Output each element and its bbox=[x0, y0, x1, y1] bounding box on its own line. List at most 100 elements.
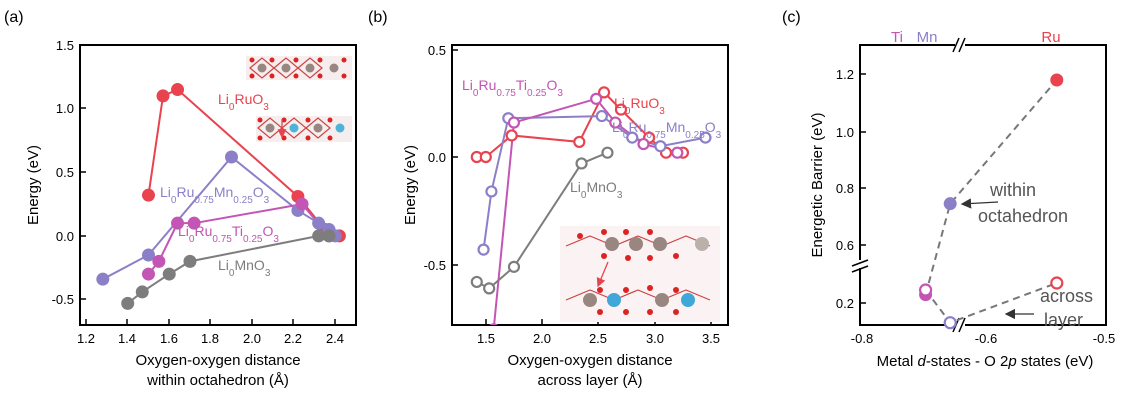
data-point-Li0RuO3 bbox=[597, 86, 611, 99]
annotation-octahedron: octahedron bbox=[978, 206, 1068, 226]
y-tick-label: 1.0 bbox=[836, 125, 854, 140]
panel-letter-c: (c) bbox=[782, 9, 801, 26]
y-tick-label: 0.5 bbox=[428, 43, 446, 58]
annotation-across: across bbox=[1040, 286, 1093, 306]
plot-frame-b bbox=[451, 44, 729, 326]
x-tick-label: 1.4 bbox=[118, 331, 136, 346]
data-point-Li0Ru0.75Mn0.25O3 bbox=[699, 131, 712, 144]
data-point-Li0Ru0.75Ti0.25O3 bbox=[152, 254, 166, 268]
data-point-Li0Ru0.75Ti0.25O3 bbox=[590, 92, 603, 105]
data-point-Li0Ru0.75Mn0.25O3 bbox=[595, 109, 608, 123]
plot-frame-a bbox=[79, 44, 357, 326]
x-tick-label: -0.5 bbox=[1093, 331, 1115, 346]
data-point-Li0MnO3 bbox=[470, 275, 483, 289]
x-axis-label-c: Metal d-states - O 2p states (eV) bbox=[877, 353, 1094, 370]
y-tick-label: 0.8 bbox=[836, 181, 854, 196]
y-tick-label: 0.5 bbox=[56, 165, 74, 180]
y-axis-label-a: Energy (eV) bbox=[25, 145, 42, 225]
y-axis-label-b: Energy (eV) bbox=[402, 145, 419, 225]
data-point-Li0Ru0.75Mn0.25O3 bbox=[141, 248, 155, 262]
data-point-Li0Ru0.75Ti0.25O3 bbox=[489, 323, 498, 325]
data-point-Li0MnO3 bbox=[312, 229, 326, 243]
y-tick-label: 0.2 bbox=[836, 296, 854, 311]
y-axis-label-c: Energetic Barrier (eV) bbox=[809, 112, 826, 257]
x-tick-label: -0.8 bbox=[851, 331, 873, 346]
x-tick-label: 3.5 bbox=[702, 331, 720, 346]
data-point-Li0Ru0.75Mn0.25O3 bbox=[312, 216, 326, 230]
data-point-Li0Ru0.75Ti0.25O3 bbox=[171, 216, 185, 230]
data-point-Li0Ru0.75Mn0.25O3 bbox=[96, 272, 110, 286]
data-point-Li0Ru0.75Mn0.25O3 bbox=[654, 140, 667, 153]
data-point-Li0MnO3 bbox=[121, 296, 135, 310]
crystal-inset-a-top bbox=[246, 56, 352, 80]
series-label-Li0Ru0.75Mn0.25O3: Li0Ru0.75Mn0.25O3 bbox=[160, 184, 270, 206]
annotation-within: within bbox=[989, 180, 1036, 200]
data-point-Li0Ru0.75Ti0.25O3 bbox=[295, 197, 309, 211]
data-point-Li0MnO3 bbox=[135, 285, 149, 299]
x-axis-label-a-line2: within octahedron (Å) bbox=[146, 372, 289, 389]
series-label-Li0MnO3: Li0MnO3 bbox=[570, 179, 623, 201]
data-point-Li0RuO3 bbox=[171, 83, 185, 97]
barrier-point-Mn-filled bbox=[943, 197, 957, 211]
series-label-Li0Ru0.75Ti0.25O3: Li0Ru0.75Ti0.25O3 bbox=[462, 77, 563, 99]
x-axis-label-b: Oxygen-oxygen distance bbox=[507, 352, 672, 369]
data-point-Li0RuO3 bbox=[505, 129, 518, 142]
x-axis-a: 1.2 1.4 1.6 1.8 2.0 2.2 2.4 bbox=[77, 319, 344, 346]
data-point-Li0RuO3 bbox=[573, 135, 586, 149]
plot-area-c bbox=[918, 73, 1064, 330]
series-label-Li0MnO3: Li0MnO3 bbox=[218, 257, 271, 279]
y-tick-label: 0.6 bbox=[836, 238, 854, 253]
barrier-point-Ru-open bbox=[1050, 276, 1064, 290]
x-tick-label: 2.2 bbox=[284, 331, 302, 346]
y-tick-label: -0.5 bbox=[52, 292, 74, 307]
x-tick-label: 2.0 bbox=[243, 331, 261, 346]
data-point-Li0Ru0.75Ti0.25O3 bbox=[187, 216, 201, 230]
data-point-Li0MnO3 bbox=[601, 146, 614, 159]
data-point-Li0Ru0.75Mn0.25O3 bbox=[626, 131, 639, 144]
data-point-Li0Ru0.75Mn0.25O3 bbox=[224, 150, 238, 164]
x-tick-label: 1.6 bbox=[160, 331, 178, 346]
x-axis-label-a: Oxygen-oxygen distance bbox=[135, 352, 300, 369]
x-tick-label: 1.8 bbox=[201, 331, 219, 346]
data-point-Li0Ru0.75Ti0.25O3 bbox=[507, 116, 521, 129]
data-point-Li0RuO3 bbox=[141, 188, 155, 202]
x-tick-label: 1.2 bbox=[77, 331, 95, 346]
series-label-Li0RuO3: Li0RuO3 bbox=[218, 91, 269, 113]
data-point-Li0MnO3 bbox=[322, 229, 336, 243]
plot-area-a bbox=[96, 83, 346, 310]
data-point-Li0Ru0.75Ti0.25O3 bbox=[609, 116, 622, 129]
panel-a: (a) -0.5 0.0 0.5 1.0 1.5 1.2 1.4 1.6 bbox=[4, 9, 357, 389]
x-tick-label: 3.0 bbox=[646, 331, 664, 346]
axis-break-marks bbox=[851, 37, 966, 333]
plot-area-b bbox=[470, 86, 712, 325]
panel-b: (b) -0.5 0.0 0.5 1.5 2.0 2.5 3.0 3.5 Oxy… bbox=[368, 9, 729, 389]
top-label-ru: Ru bbox=[1041, 29, 1060, 46]
top-label-ti: Ti bbox=[891, 29, 903, 46]
x-tick-label: -0.6 bbox=[975, 331, 997, 346]
barrier-point-Ru-filled bbox=[1050, 73, 1064, 87]
x-axis-label-b-line2: across layer (Å) bbox=[537, 372, 642, 389]
dashed-trend-open bbox=[924, 282, 1058, 324]
panel-letter-a: (a) bbox=[4, 9, 24, 26]
barrier-point-Mn-open bbox=[943, 316, 957, 330]
plot-area-b-clip bbox=[470, 86, 712, 325]
x-tick-label: 2.4 bbox=[326, 331, 344, 346]
y-tick-label: 1.5 bbox=[56, 38, 74, 53]
panel-letter-b: (b) bbox=[368, 9, 388, 26]
y-tick-label: 1.0 bbox=[56, 101, 74, 116]
y-tick-label: -0.5 bbox=[424, 258, 446, 273]
arrow-within bbox=[960, 198, 999, 209]
crystal-inset-a-bottom bbox=[256, 116, 352, 142]
panel-c: (c) 0.2 0.6 0.8 1.0 1.2 -0.8 bbox=[782, 9, 1115, 370]
data-point-Li0Ru0.75Mn0.25O3 bbox=[477, 243, 490, 256]
y-axis-b: -0.5 0.0 0.5 bbox=[424, 43, 458, 273]
data-point-Li0MnO3 bbox=[183, 254, 197, 268]
x-tick-label: 2.5 bbox=[589, 331, 607, 346]
y-axis-c: 0.2 0.6 0.8 1.0 1.2 bbox=[836, 67, 866, 311]
data-point-Li0RuO3 bbox=[156, 89, 170, 103]
plot-frame-c bbox=[859, 44, 1107, 326]
barrier-point-Ti-open bbox=[918, 283, 933, 297]
x-axis-b: 1.5 2.0 2.5 3.0 3.5 bbox=[477, 319, 720, 346]
data-point-Li0MnO3 bbox=[575, 157, 588, 170]
